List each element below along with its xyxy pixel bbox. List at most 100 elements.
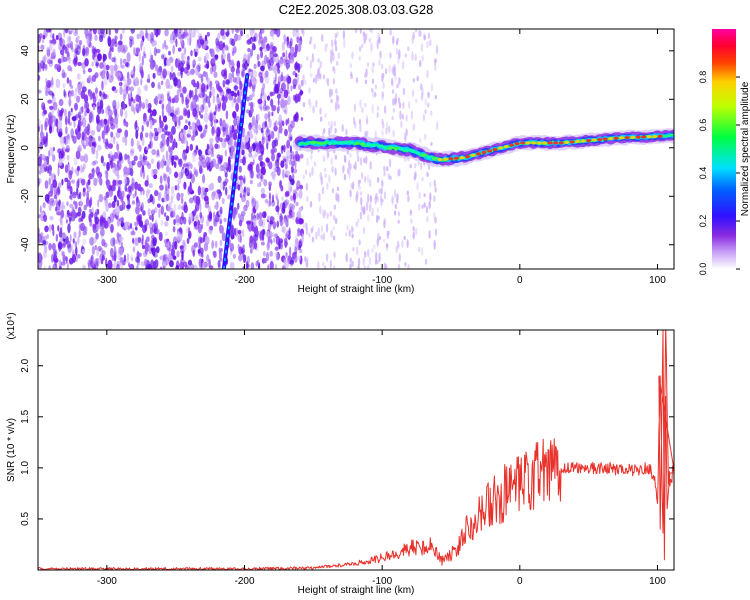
spectrogram-cell <box>371 211 374 217</box>
spectrogram-cell <box>364 79 368 85</box>
spectrogram-cell <box>108 75 114 83</box>
spectrogram-cell <box>55 198 58 206</box>
spectrogram-cell <box>180 131 184 140</box>
spectrogram-cell <box>343 173 347 181</box>
spectrogram-cell <box>216 189 222 194</box>
spectrogram-cell <box>190 68 196 75</box>
spectrogram-cell <box>135 129 139 140</box>
spectrogram-cell <box>103 75 108 86</box>
spectrogram-cell <box>251 212 254 222</box>
spectrogram-cell <box>201 173 206 184</box>
spectrogram-cell <box>202 129 207 136</box>
spectrogram-cell <box>411 51 414 62</box>
spectrogram-cell <box>258 124 261 131</box>
spectrogram-cell <box>169 33 174 43</box>
spectrogram-cell <box>180 52 185 61</box>
spectrogram-cell <box>406 239 409 249</box>
spectrogram-cell <box>391 195 394 203</box>
spectrogram-cell <box>420 162 423 170</box>
spectrogram-cell <box>225 134 230 142</box>
spectrogram-cell <box>355 77 359 84</box>
spectrogram-cell <box>318 192 321 202</box>
spectrogram-cell <box>85 197 90 207</box>
spectrogram-cell <box>349 152 352 158</box>
spectrogram-cell <box>333 251 336 259</box>
spectrogram-cell <box>290 120 295 129</box>
spectrogram-cell <box>296 232 301 237</box>
spectrogram-cell <box>279 216 284 227</box>
spectrogram-cell <box>116 199 120 208</box>
spectrogram-cell <box>210 66 214 75</box>
spectrogram-cell <box>326 77 330 87</box>
spectrogram-cell <box>274 120 278 128</box>
spectrogram-cell <box>130 230 136 236</box>
spectrogram-cell <box>360 43 364 48</box>
spectrogram-cell <box>199 211 203 219</box>
spectrogram-cell <box>365 114 369 124</box>
spectrogram-cell <box>198 258 203 268</box>
spectrogram-cell <box>58 98 64 107</box>
spectrogram-cell <box>242 156 246 166</box>
spectrogram-cell <box>343 38 346 49</box>
spectrogram-cell <box>69 217 72 222</box>
spectrogram-cell <box>132 68 135 77</box>
spectrogram-cell <box>221 101 227 112</box>
spectrogram-cell <box>139 154 143 162</box>
spectrogram-cell <box>425 205 429 214</box>
spectrogram-cell <box>292 29 296 38</box>
spectrogram-cell <box>337 52 340 60</box>
spectrogram-hotspot <box>553 141 559 145</box>
spectrogram-cell <box>183 181 187 190</box>
spectrogram-cell <box>43 137 49 148</box>
spectrogram-cell <box>144 246 148 255</box>
spectrogram-cell <box>332 77 336 85</box>
spectrogram-cell <box>203 98 206 106</box>
spectrogram-cell <box>319 73 322 80</box>
spectrogram-cell <box>217 259 221 268</box>
spectrogram-cell <box>118 236 124 242</box>
spectrogram-cell <box>370 42 373 52</box>
spectrogram-cell <box>126 221 130 227</box>
spectrogram-cell <box>434 216 437 224</box>
spectrogram-cell <box>273 64 278 74</box>
spectrogram-hotspot <box>558 141 564 145</box>
spectrogram-cell <box>134 221 139 227</box>
spectrogram-cell <box>412 31 415 40</box>
spectrogram-cell <box>205 95 211 104</box>
spectrogram-cell <box>48 114 51 120</box>
spectrogram-cell <box>322 261 325 267</box>
spectrogram-frame <box>37 28 675 270</box>
spectrogram-cell <box>67 65 72 72</box>
spectrogram-cell <box>69 186 73 195</box>
spectrogram-cell <box>177 47 182 52</box>
spectrogram-cell <box>271 104 277 112</box>
spectrogram-hotspot <box>547 141 553 145</box>
spectrogram-cell <box>233 34 237 42</box>
spectrogram-cell <box>174 116 180 123</box>
spectrogram-cell <box>153 29 157 36</box>
spectrogram-cell <box>88 89 91 94</box>
spectrogram-cell <box>387 173 390 180</box>
spectrogram-cell <box>55 118 59 127</box>
spectrogram-cell <box>285 190 290 196</box>
spectrogram-cell <box>236 60 241 70</box>
spectrogram-cell <box>385 243 389 248</box>
spectrogram-cell <box>220 212 223 222</box>
spectrogram-cell <box>206 214 211 221</box>
spectrogram-cell <box>353 164 356 170</box>
colorbar-tick-label: 0.2 <box>698 215 708 228</box>
spectrogram-cell <box>66 262 69 269</box>
spectrogram-cell <box>349 257 352 263</box>
spectrogram-cell <box>121 29 125 35</box>
spectrogram-cell <box>136 264 139 269</box>
spectrogram-cell <box>266 104 270 112</box>
spectrogram-cell <box>308 232 311 238</box>
spectrogram-cell <box>90 173 95 180</box>
spectrogram-cell <box>261 211 267 219</box>
spectrogram-cell <box>166 136 170 147</box>
spectrogram-cell <box>241 141 246 152</box>
spectrogram-cell <box>292 78 298 87</box>
spectrogram-hotspot <box>371 143 377 148</box>
spectrogram-cell <box>242 58 247 66</box>
spectrogram-cell <box>407 100 411 110</box>
